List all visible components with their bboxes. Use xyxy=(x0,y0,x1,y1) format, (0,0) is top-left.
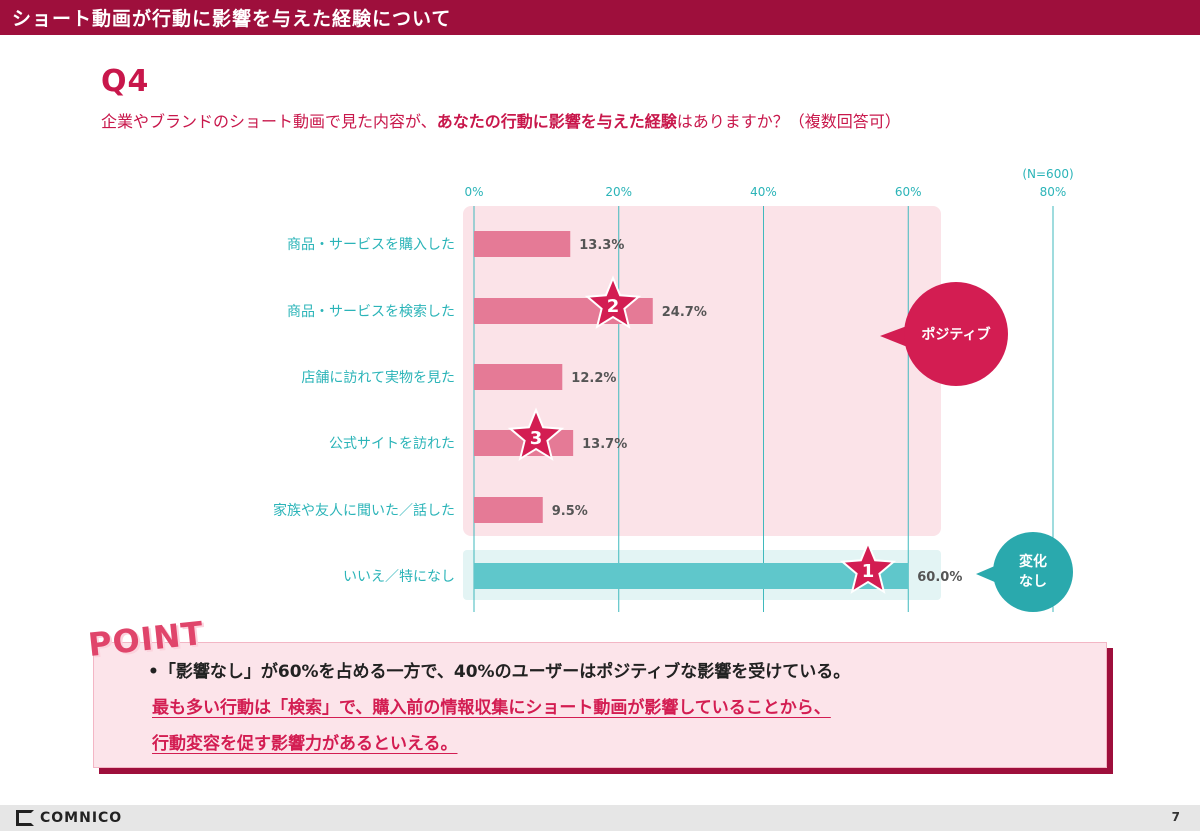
x-tick-label: 0% xyxy=(464,185,483,199)
x-tick-label: 40% xyxy=(750,185,777,199)
logo-mark-icon xyxy=(16,810,34,826)
value-label: 24.7% xyxy=(662,305,707,320)
value-label: 9.5% xyxy=(552,504,588,519)
question-text-after: はありますか？（複数回答可） xyxy=(676,112,901,131)
no-change-label-line1: 変化 xyxy=(1019,553,1047,570)
bar xyxy=(474,497,543,523)
category-label: 商品・サービスを検索した xyxy=(287,303,455,320)
positive-bubble xyxy=(904,282,1008,386)
value-label: 13.7% xyxy=(582,437,627,452)
positive-panel xyxy=(463,206,941,536)
category-label: 家族や友人に聞いた／話した xyxy=(273,502,455,519)
rank-number: 3 xyxy=(530,428,543,449)
question-text-before: 企業やブランドのショート動画で見た内容が、 xyxy=(101,112,437,131)
point-line-3: 行動変容を促す影響力があるといえる。 xyxy=(152,734,458,754)
brand-name: COMNICO xyxy=(40,810,123,826)
point-line-2: 最も多い行動は「検索」で、購入前の情報収集にショート動画が影響していることから、 xyxy=(152,698,831,718)
rank-star-icon xyxy=(584,275,642,329)
rank-number: 1 xyxy=(862,561,875,582)
question-text-highlight: あなたの行動に影響を与えた経験 xyxy=(436,112,677,131)
category-label: 店舗に訪れて実物を見た xyxy=(301,370,455,386)
value-label: 60.0% xyxy=(917,570,962,585)
question-number: Q4 xyxy=(101,64,150,99)
brand-logo: COMNICO xyxy=(16,805,122,831)
header-bar: ショート動画が行動に影響を与えた経験について xyxy=(0,0,1200,35)
page-number: 7 xyxy=(1171,810,1180,824)
rank-star-icon xyxy=(839,540,897,594)
question-text: 企業やブランドのショート動画で見た内容が、あなたの行動に影響を与えた経験はありま… xyxy=(101,108,901,132)
bar-chart: 0% 20% 40% 60% 80% (N=600) 商品・サービスを購入した 13.3% 商品… xyxy=(273,167,1074,612)
positive-label: ポジティブ xyxy=(921,326,990,343)
point-line-1: •「影響なし」が60%を占める一方で、40%のユーザーはポジティブな影響を受けて… xyxy=(148,662,851,682)
value-label: 12.2% xyxy=(571,371,616,386)
category-label: 商品・サービスを購入した xyxy=(287,237,455,253)
no-change-bubble xyxy=(993,532,1073,612)
header-title: ショート動画が行動に影響を与えた経験について xyxy=(12,8,452,30)
no-change-label-line2: なし xyxy=(1019,574,1047,590)
sample-size-note: (N=600) xyxy=(1022,167,1073,181)
point-box: •「影響なし」が60%を占める一方で、40%のユーザーはポジティブな影響を受けて… xyxy=(93,642,1107,768)
x-tick-label: 20% xyxy=(605,185,632,199)
bar xyxy=(474,563,909,589)
x-tick-label: 80% xyxy=(1040,185,1067,199)
rank-number: 2 xyxy=(607,296,620,317)
x-tick-label: 60% xyxy=(895,185,922,199)
bar xyxy=(474,364,563,390)
value-label: 13.3% xyxy=(579,238,624,253)
category-label: いいえ／特になし xyxy=(343,569,455,585)
bar xyxy=(474,231,571,257)
category-label: 公式サイトを訪れた xyxy=(329,436,455,452)
footer-bar xyxy=(0,805,1200,831)
rank-star-icon xyxy=(507,407,565,461)
